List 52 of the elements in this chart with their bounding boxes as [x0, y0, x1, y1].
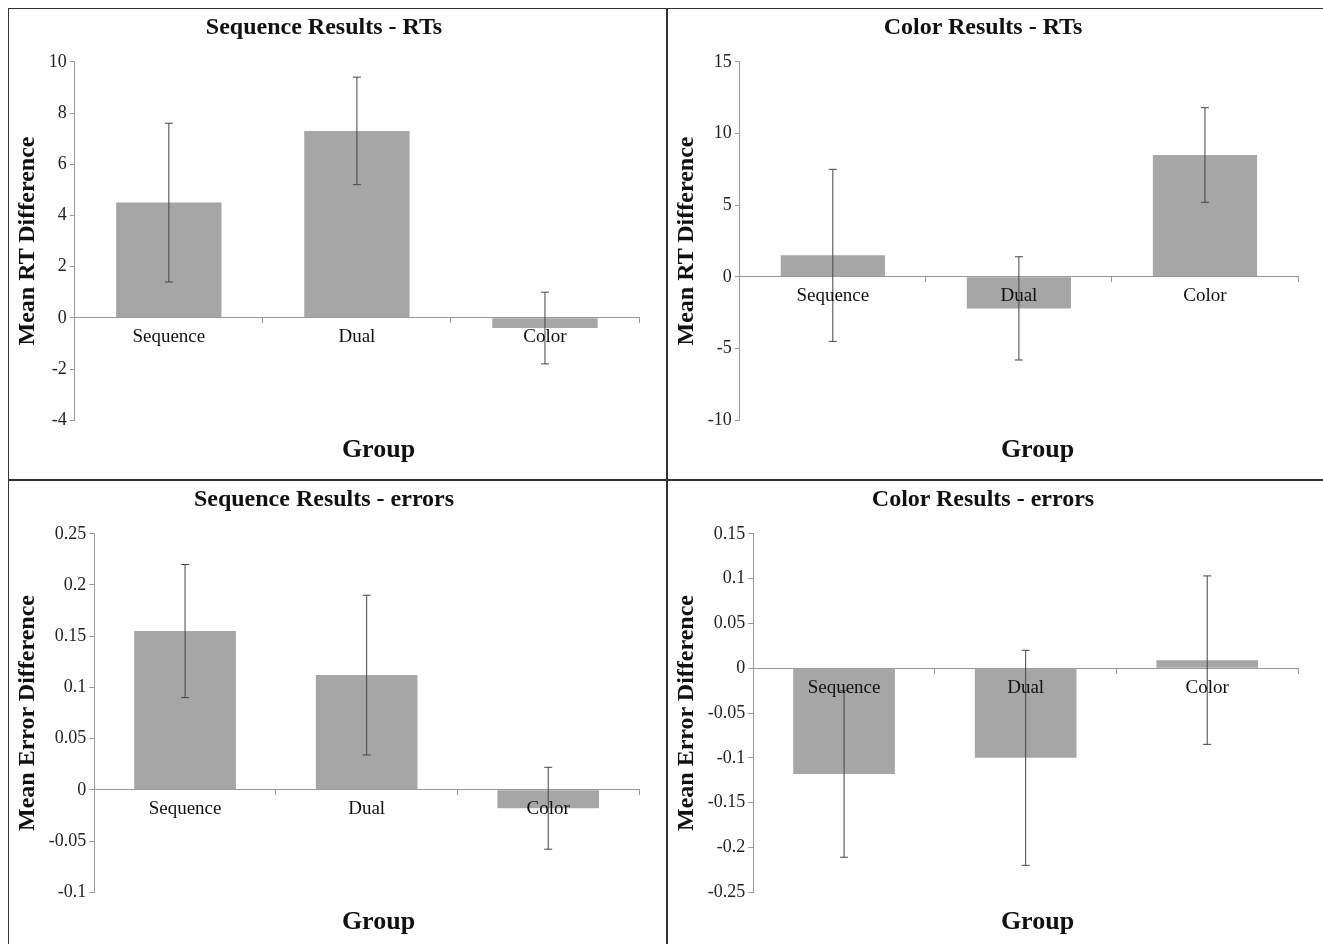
y-tick-label: 4	[57, 204, 67, 225]
x-axis-title: Group	[340, 906, 417, 936]
y-axis-title: Mean Error Difference	[671, 594, 698, 831]
y-axis-title: Mean RT Difference	[671, 136, 698, 346]
y-tick-label: 0	[57, 306, 67, 327]
y-tick-label: -0.05	[48, 829, 87, 850]
x-tick-label: Sequence	[796, 284, 870, 306]
chart-title: Sequence Results - errors	[193, 484, 455, 511]
y-tick-label: 0	[736, 656, 746, 677]
y-tick-label: 6	[57, 152, 67, 173]
x-tick-label: Sequence	[148, 797, 222, 819]
x-tick-label: Dual	[338, 325, 376, 347]
y-tick-label: 0.05	[713, 612, 746, 633]
y-tick-label: -0.25	[707, 880, 746, 901]
y-tick-label: -0.1	[57, 880, 87, 901]
y-tick-label: 2	[57, 255, 67, 276]
y-tick-label: 0.05	[54, 727, 87, 748]
x-axis-title: Group	[340, 434, 417, 464]
y-tick-label: -0.1	[716, 746, 746, 767]
chart-title: Color Results - RTs	[883, 12, 1083, 39]
x-tick-label: Color	[523, 325, 568, 347]
y-tick-label: 0.25	[54, 522, 87, 543]
x-tick-label: Sequence	[132, 325, 206, 347]
y-tick-label: 8	[57, 101, 67, 122]
y-tick-label: 0	[722, 265, 732, 286]
y-tick-label: 5	[722, 193, 732, 214]
y-tick-label: 0.15	[54, 624, 87, 645]
x-tick-label: Dual	[348, 797, 386, 819]
y-tick-label: -4	[51, 408, 67, 429]
y-tick-label: -0.05	[707, 701, 746, 722]
y-tick-label: -0.2	[716, 836, 746, 857]
y-tick-label: -0.15	[707, 791, 746, 812]
y-tick-label: 0.2	[63, 573, 87, 594]
x-axis-title: Group	[999, 906, 1076, 936]
x-tick-label: Sequence	[807, 675, 881, 697]
y-tick-label: 0.1	[63, 676, 87, 697]
y-axis-title: Mean RT Difference	[12, 136, 39, 346]
x-tick-label: Color	[1183, 284, 1228, 306]
y-tick-label: 0.15	[713, 522, 746, 543]
y-tick-label: 0.1	[722, 567, 746, 588]
y-tick-label: 10	[48, 50, 67, 71]
chart-title: Color Results - errors	[871, 484, 1095, 511]
y-axis-title: Mean Error Difference	[12, 594, 39, 831]
x-tick-label: Dual	[1000, 284, 1038, 306]
y-tick-label: -5	[716, 337, 732, 358]
chart-title: Sequence Results - RTs	[205, 12, 443, 39]
y-tick-label: 15	[713, 50, 732, 71]
y-tick-label: -2	[51, 357, 67, 378]
y-tick-label: 10	[713, 122, 732, 143]
y-tick-label: -10	[707, 408, 732, 429]
x-axis-title: Group	[999, 434, 1076, 464]
y-tick-label: 0	[77, 778, 87, 799]
